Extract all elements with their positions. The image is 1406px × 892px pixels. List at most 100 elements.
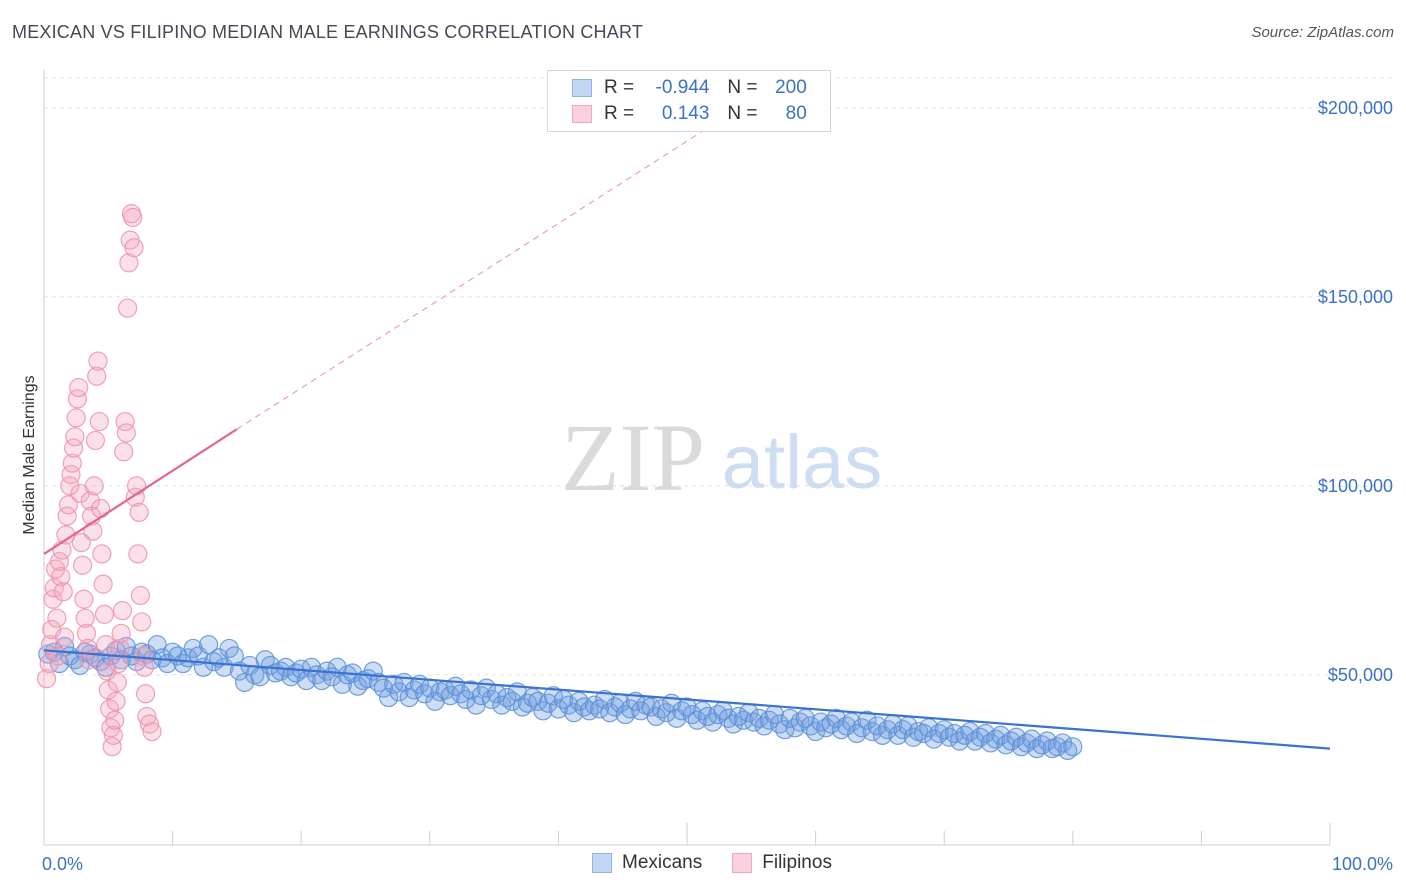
series-label-mexicans: Mexicans (622, 852, 703, 873)
data-point (857, 710, 877, 730)
data-point (36, 669, 57, 689)
x-tick-label-min: 0.0% (42, 854, 83, 874)
axes (43, 70, 1331, 846)
data-point (119, 253, 139, 273)
y-tick-label: $100,000 (1318, 476, 1393, 496)
trend-line-mexicans (43, 649, 1331, 750)
data-point (1027, 738, 1047, 759)
data-point (89, 411, 109, 432)
data-point (1001, 731, 1021, 751)
data-point (548, 699, 569, 719)
data-point (790, 712, 810, 732)
data-point (862, 721, 882, 742)
data-point (1011, 737, 1031, 757)
legend-swatch-mexicans (572, 79, 592, 97)
data-point (821, 714, 841, 734)
data-point (960, 721, 980, 742)
data-point (116, 423, 136, 443)
data-point (139, 714, 160, 734)
y-tick-label: $50,000 (1328, 665, 1393, 685)
data-point (107, 672, 127, 693)
legend-swatch-filipinos (572, 105, 592, 123)
data-point (105, 710, 125, 730)
data-point (893, 720, 913, 740)
data-point (51, 566, 71, 587)
data-point (75, 608, 95, 628)
data-point (1006, 727, 1026, 747)
legend-n-value-filipinos: 80 (785, 103, 807, 124)
legend-r-value-filipinos: 0.143 (661, 103, 710, 124)
data-point (83, 521, 103, 541)
data-point (965, 731, 985, 751)
data-point (111, 623, 131, 643)
data-point (126, 476, 147, 496)
legend-r-value-mexicans: -0.944 (655, 77, 710, 98)
y-tick-label: $200,000 (1318, 98, 1393, 118)
data-point (986, 729, 1006, 749)
chart-title: MEXICAN VS FILIPINO MEDIAN MALE EARNINGS… (12, 22, 644, 42)
legend-r-label: R = (604, 77, 635, 98)
data-point (584, 695, 605, 715)
series-swatch-mexicans (592, 853, 612, 873)
data-point (90, 498, 111, 519)
legend-n-label: N = (727, 103, 758, 124)
x-tick-label-max: 100.0% (1332, 854, 1393, 874)
data-point (58, 495, 79, 515)
data-point (903, 727, 923, 747)
data-point (759, 710, 779, 730)
data-point (87, 366, 107, 386)
data-point (137, 706, 157, 727)
legend-row-filipinos: R = 0.143 N = 80 (572, 101, 807, 127)
series-label-filipinos: Filipinos (762, 852, 832, 873)
data-point (687, 710, 707, 730)
data-point (106, 691, 126, 711)
data-point (99, 699, 120, 719)
data-point (929, 723, 949, 744)
series-swatch-filipinos (732, 853, 753, 873)
data-point (114, 442, 134, 462)
data-point (271, 661, 291, 681)
data-point (74, 589, 94, 609)
grid-lines (44, 77, 1394, 676)
legend-r-label: R = (604, 103, 635, 124)
data-point (682, 704, 702, 725)
data-point (348, 676, 368, 696)
data-point (96, 635, 116, 655)
data-point (451, 684, 471, 704)
watermark: ZIP atlas (561, 404, 882, 511)
data-point (373, 678, 394, 698)
data-point (744, 712, 764, 732)
series-mexicans (38, 635, 1083, 761)
data-point (914, 723, 934, 744)
legend-n-label: N = (727, 77, 758, 98)
data-point (564, 703, 584, 723)
legend-n-value-mexicans: 200 (775, 77, 807, 98)
data-point (108, 653, 129, 674)
trend-line-filipinos (43, 428, 238, 555)
data-point (71, 532, 91, 553)
data-point (656, 703, 677, 723)
data-point (88, 351, 108, 371)
data-points (36, 204, 1083, 761)
data-point (62, 453, 82, 473)
data-point (255, 650, 275, 670)
data-point (281, 667, 301, 687)
data-point (142, 721, 162, 742)
data-point (110, 638, 130, 659)
data-point (123, 207, 143, 228)
data-point (867, 716, 887, 736)
data-point (80, 491, 100, 511)
data-point (404, 680, 424, 700)
data-point (85, 430, 106, 451)
data-point (980, 733, 1001, 753)
data-point (831, 720, 851, 740)
data-point (124, 238, 144, 258)
data-point (672, 701, 692, 721)
data-point (93, 574, 113, 594)
data-point (805, 721, 826, 742)
data-point (1058, 740, 1078, 761)
data-point (415, 684, 435, 704)
data-point (769, 714, 790, 734)
data-point (112, 601, 133, 621)
